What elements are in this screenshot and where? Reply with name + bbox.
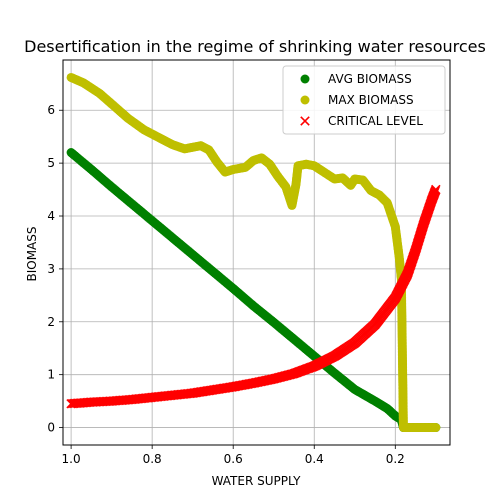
y-tick-label: 4 <box>47 209 55 223</box>
legend-label: AVG BIOMASS <box>328 72 412 86</box>
y-tick-label: 2 <box>47 315 55 329</box>
legend: AVG BIOMASS MAX BIOMASS CRITICAL LEVEL <box>282 65 446 135</box>
legend-label: MAX BIOMASS <box>328 93 414 107</box>
y-tick-label: 6 <box>47 103 55 117</box>
data-point <box>431 423 441 433</box>
legend-label: CRITICAL LEVEL <box>328 114 423 128</box>
x-tick-label: 0.8 <box>143 452 162 466</box>
x-tick-label: 0.6 <box>224 452 243 466</box>
x-stroke <box>431 184 441 195</box>
y-tick-label: 1 <box>47 368 55 382</box>
series-avg-biomass <box>66 148 441 433</box>
series-layer <box>66 72 441 433</box>
y-tick-label: 0 <box>47 421 55 435</box>
series-max-biomass <box>66 72 441 433</box>
x-tick-label: 0.2 <box>386 452 405 466</box>
x-stroke <box>300 116 310 126</box>
x-axis-label: WATER SUPPLY <box>212 474 302 488</box>
y-tick-label: 3 <box>47 262 55 276</box>
legend-marker <box>300 116 310 126</box>
data-point <box>431 184 441 195</box>
y-axis-label: BIOMASS <box>25 226 39 281</box>
series-critical-level <box>66 184 441 409</box>
x-tick-label: 1.0 <box>62 452 81 466</box>
legend-marker <box>300 95 310 105</box>
legend-marker <box>300 74 310 84</box>
x-tick-label: 0.4 <box>305 452 324 466</box>
legend-box <box>282 65 446 135</box>
plot-frame <box>62 59 451 446</box>
y-tick-label: 5 <box>47 156 55 170</box>
axis-ticks: 1.0 0.8 0.6 0.4 0.2 0 1 2 3 4 5 6 <box>47 103 404 466</box>
chart-title: Desertification in the regime of shrinki… <box>24 37 486 56</box>
